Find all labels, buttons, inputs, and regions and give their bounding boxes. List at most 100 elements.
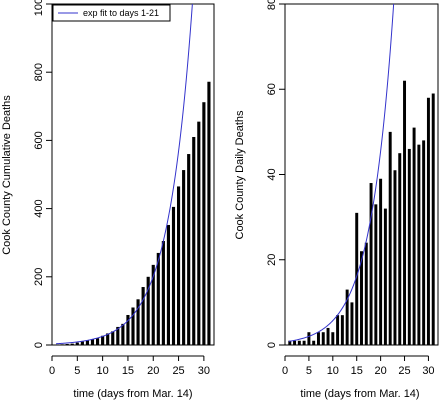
bar-day-9: [326, 327, 330, 345]
y-tick-label-80: 80: [266, 0, 278, 10]
x-axis-title-cumulative: time (days from Mar. 14): [73, 388, 192, 400]
bar-day-5: [307, 332, 311, 345]
bar-day-22: [388, 131, 392, 346]
bar-day-4: [70, 343, 74, 345]
x-tick-label-10: 10: [97, 365, 109, 377]
bar-day-4: [302, 340, 306, 345]
bar-day-26: [182, 170, 186, 345]
y-tick-label-200: 200: [33, 268, 45, 286]
bar-day-7: [316, 332, 320, 345]
bar-day-27: [412, 127, 416, 345]
bar-day-26: [407, 148, 411, 345]
bar-day-16: [131, 307, 135, 345]
bar-day-12: [340, 315, 344, 345]
x-tick-label-20: 20: [147, 365, 159, 377]
bar-day-8: [321, 332, 325, 345]
x-axis-daily: 0 5 10 15 20 25 30: [282, 355, 435, 377]
bar-day-19: [146, 276, 150, 345]
bar-day-13: [345, 289, 349, 345]
bar-day-29: [197, 121, 201, 345]
y-tick-label-800: 800: [33, 63, 45, 81]
bar-day-18: [141, 287, 145, 345]
bar-day-31: [207, 81, 211, 345]
daily-deaths-chart: 0 5 10 15 20 25 30 0 20 40 60 80 time (days from M…: [234, 0, 439, 400]
x-tick-label-15: 15: [122, 365, 134, 377]
bar-day-19: [374, 204, 378, 345]
x-axis-title-daily: time (days from Mar. 14): [300, 388, 419, 400]
bar-day-6: [312, 340, 316, 345]
x-tick-label-25: 25: [398, 365, 410, 377]
bar-day-1: [288, 340, 292, 345]
x-tick-label-20: 20: [375, 365, 387, 377]
bar-day-14: [350, 302, 354, 346]
legend: exp fit to days 1-21: [52, 4, 171, 22]
bar-day-31: [431, 93, 435, 345]
x-tick-label-25: 25: [172, 365, 184, 377]
y-tick-label-0: 0: [266, 342, 278, 348]
bar-day-24: [398, 153, 402, 345]
y-tick-label-60: 60: [266, 83, 278, 95]
bar-day-23: [393, 170, 397, 345]
bars-cumulative: [55, 81, 211, 346]
bar-day-8: [90, 339, 95, 345]
x-tick-label-5: 5: [306, 365, 312, 377]
bar-day-28: [192, 136, 196, 345]
x-tick-label-10: 10: [327, 365, 339, 377]
bar-day-2: [293, 340, 297, 345]
bar-day-20: [379, 178, 383, 345]
legend-label-exp-fit: exp fit to days 1-21: [83, 8, 159, 18]
y-axis-daily: 0 20 40 60 80: [266, 0, 286, 348]
x-tick-label-15: 15: [351, 365, 363, 377]
y-tick-label-600: 600: [33, 131, 45, 149]
cumulative-deaths-chart: 0 5 10 15 20 25 30 0 200 400 600 800 1000 time (day…: [1, 0, 215, 400]
bar-day-16: [360, 251, 363, 345]
bar-day-22: [161, 241, 165, 345]
bar-day-2: [60, 344, 64, 345]
bar-day-28: [417, 144, 421, 345]
bar-day-11: [106, 333, 110, 345]
bar-day-29: [422, 140, 426, 345]
x-tick-label-0: 0: [49, 365, 55, 377]
bar-day-21: [156, 252, 160, 345]
bar-day-27: [187, 154, 191, 345]
bar-day-6: [80, 341, 84, 345]
bar-day-15: [126, 314, 130, 345]
bar-day-1: [55, 344, 59, 346]
bar-day-30: [202, 102, 206, 346]
x-axis-cumulative: 0 5 10 15 20 25 30: [49, 355, 210, 377]
x-tick-label-30: 30: [422, 365, 434, 377]
bar-day-25: [403, 80, 407, 345]
bar-day-23: [166, 224, 171, 345]
bar-day-12: [111, 331, 115, 345]
y-tick-label-1000: 1000: [33, 0, 45, 16]
legend-box: [52, 4, 171, 22]
x-tick-label-30: 30: [198, 365, 210, 377]
bar-day-11: [336, 315, 340, 345]
bar-day-7: [85, 340, 90, 345]
y-tick-label-40: 40: [266, 168, 278, 180]
y-axis-cumulative: 0 200 400 600 800 1000: [33, 0, 53, 348]
bar-day-14: [121, 323, 125, 345]
exp-fit-line-cumulative: [56, 3, 193, 345]
bar-day-15: [355, 212, 359, 345]
exp-fit-line-daily: [288, 3, 395, 342]
bar-day-21: [383, 208, 387, 345]
bars-daily: [288, 80, 435, 346]
bar-day-17: [136, 299, 140, 345]
bar-day-9: [95, 338, 100, 345]
bar-day-10: [331, 332, 335, 345]
y-tick-label-20: 20: [266, 254, 278, 266]
y-axis-title-cumulative: Cook County Cumulative Deaths: [1, 95, 13, 255]
bar-day-20: [151, 264, 155, 345]
x-tick-label-0: 0: [282, 365, 288, 377]
bar-day-3: [297, 340, 301, 345]
bar-day-17: [364, 242, 368, 345]
bar-day-25: [176, 186, 181, 345]
bar-day-3: [65, 343, 69, 345]
bar-day-30: [426, 97, 430, 345]
y-tick-label-400: 400: [33, 199, 45, 217]
bar-day-5: [75, 342, 79, 345]
y-tick-label-0: 0: [33, 342, 45, 348]
bar-day-10: [101, 335, 105, 345]
